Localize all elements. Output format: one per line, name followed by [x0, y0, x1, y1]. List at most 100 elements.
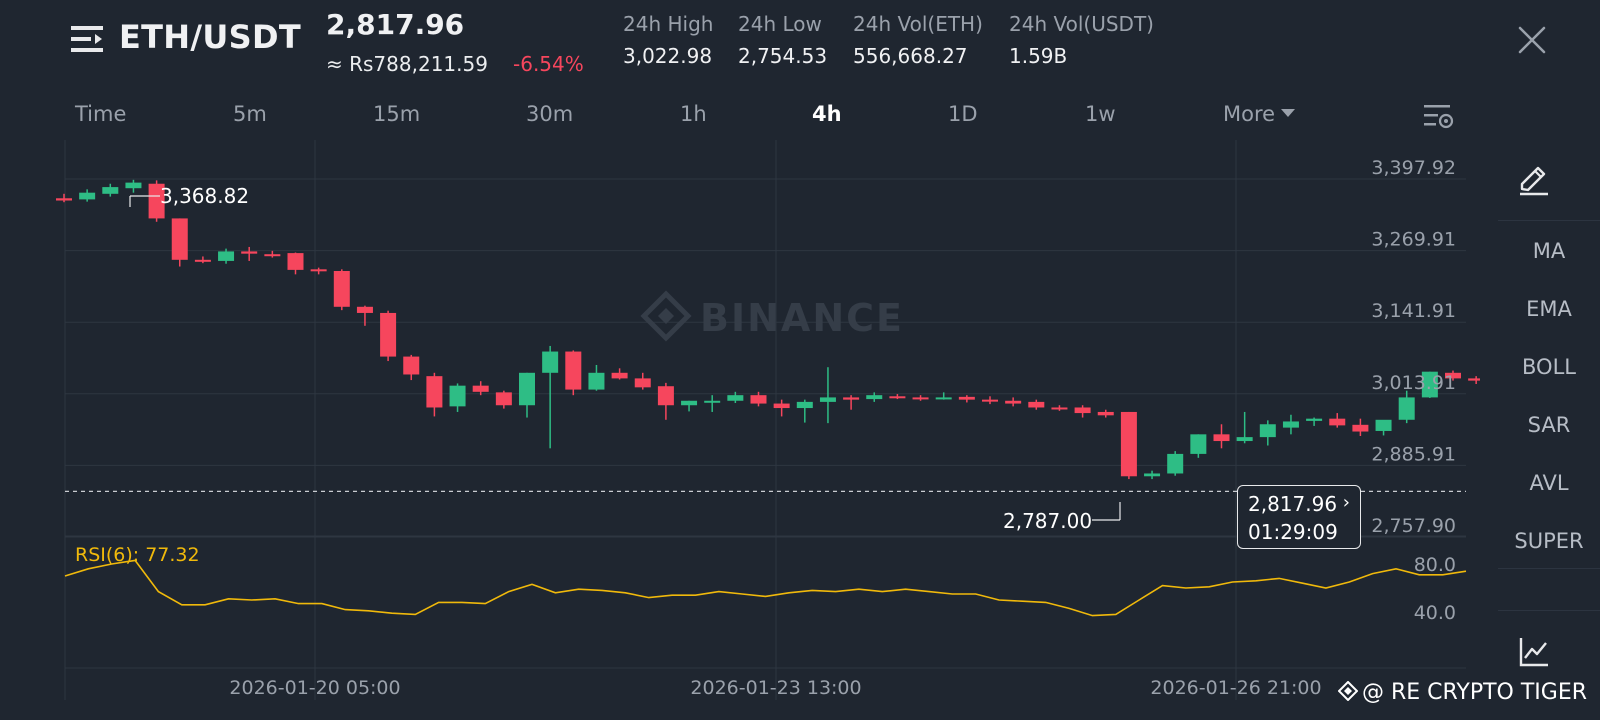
candle-body [495, 392, 512, 406]
price-chart[interactable]: BINANCE 3,368.82 2,787.00 3,397.92 3,269.… [0, 140, 1480, 700]
stat-label: 24h Vol(ETH) [853, 12, 983, 36]
stat-label: 24h Low [738, 12, 822, 36]
candle-body [380, 312, 397, 357]
candle-body [148, 183, 165, 219]
tab-more-label: More [1223, 102, 1276, 126]
candle-countdown: 01:29:09 [1248, 520, 1338, 544]
candle-body [125, 182, 142, 189]
candle-body [194, 259, 211, 262]
candle-body [403, 356, 420, 375]
tab-time[interactable]: Time [75, 102, 127, 126]
tab-5m[interactable]: 5m [233, 102, 267, 126]
indicator-avl[interactable]: AVL [1529, 471, 1569, 495]
tab-15m[interactable]: 15m [373, 102, 421, 126]
candle-body [542, 351, 559, 373]
price-change-percent: -6.54% [513, 52, 584, 76]
price-tick-label: 3,013.91 [1371, 372, 1456, 394]
tab-more[interactable]: More [1223, 102, 1296, 126]
tab-1h[interactable]: 1h [680, 102, 707, 126]
candles-layer [56, 179, 1480, 480]
candle-body [889, 396, 906, 399]
candle-body [1445, 372, 1461, 379]
candle-body [356, 306, 373, 313]
candle-body [1236, 437, 1253, 442]
price-axis: 3,397.92 3,269.91 3,141.91 3,013.91 2,885.91… [1371, 157, 1456, 537]
time-tick-label: 2026-01-20 05:00 [229, 677, 400, 699]
indicator-ma[interactable]: MA [1532, 239, 1566, 263]
candle-body [1213, 434, 1230, 442]
chart-settings-icon[interactable] [1422, 100, 1454, 132]
annotations-layer: 3,368.82 2,787.00 [129, 184, 1121, 533]
candle-body [982, 399, 998, 402]
stat-value: 556,668.27 [853, 44, 968, 68]
indicator-super[interactable]: SUPER [1514, 529, 1584, 553]
price-tick-label: 2,885.91 [1371, 443, 1456, 465]
price-tick-label: 3,141.91 [1371, 300, 1456, 322]
candle-body [1144, 473, 1161, 477]
candle-body [1028, 401, 1045, 408]
stat-label: 24h Vol(USDT) [1009, 12, 1154, 36]
line-chart-icon[interactable] [1516, 634, 1552, 670]
rsi-line [64, 559, 1467, 617]
panel-divider [1498, 610, 1600, 611]
pencil-icon[interactable] [1516, 162, 1552, 198]
fiat-price: ≈ Rs788,211.59 [326, 52, 488, 76]
indicator-sar[interactable]: SAR [1527, 413, 1571, 437]
current-price-value: 2,817.96 [1248, 492, 1338, 516]
chevron-right-icon: › [1342, 492, 1350, 513]
candle-body [1398, 397, 1415, 420]
current-price-tag[interactable]: 2,817.96 › 01:29:09 [1237, 485, 1361, 549]
candle-body [264, 254, 281, 257]
candle-body [472, 385, 489, 392]
candle-body [1190, 434, 1207, 454]
time-axis: 2026-01-20 05:00 2026-01-23 13:00 2026-01-… [229, 677, 1321, 699]
candle-body [588, 372, 605, 390]
time-tick-label: 2026-01-23 13:00 [690, 677, 861, 699]
candle-body [241, 251, 258, 254]
stat-label: 24h High [623, 12, 714, 36]
price-tick-label: 2,757.90 [1371, 515, 1456, 537]
high-price-label: 3,368.82 [160, 184, 249, 208]
low-price-label: 2,787.00 [1003, 509, 1092, 533]
chart-grid [64, 140, 1466, 700]
candle-body [819, 397, 836, 402]
stat-value: 2,754.53 [738, 44, 828, 68]
stat-24h-low: 24h Low 2,754.53 [738, 12, 827, 68]
panel-divider [1498, 220, 1600, 221]
indicator-boll[interactable]: BOLL [1522, 355, 1576, 379]
indicator-ema[interactable]: EMA [1526, 297, 1572, 321]
candle-body [704, 400, 721, 403]
candle-body [565, 351, 582, 390]
candle-body [310, 269, 327, 272]
stat-value: 1.59B [1009, 44, 1068, 68]
rsi-tick-label: 80.0 [1414, 554, 1456, 576]
candle-body [102, 187, 119, 194]
tab-1d[interactable]: 1D [948, 102, 978, 126]
candle-body [657, 386, 674, 406]
tab-1w[interactable]: 1w [1085, 102, 1116, 126]
menu-icon[interactable] [71, 24, 103, 54]
binance-watermark: BINANCE [640, 290, 902, 342]
caret-down-icon [1281, 109, 1296, 117]
candle-body [218, 251, 235, 261]
candle-body [1421, 371, 1438, 398]
candle-body [634, 378, 651, 388]
candle-body [1074, 407, 1091, 414]
candle-body [79, 192, 96, 200]
trading-pair[interactable]: ETH/USDT [119, 18, 301, 56]
tab-30m[interactable]: 30m [526, 102, 574, 126]
candle-body [935, 397, 952, 400]
candle-body [1120, 411, 1137, 477]
tab-4h[interactable]: 4h [812, 102, 842, 126]
candle-body [449, 385, 466, 407]
market-header: ETH/USDT 2,817.96 ≈ Rs788,211.59 -6.54% … [0, 0, 1600, 92]
candle-body [56, 198, 72, 201]
candle-body [1282, 421, 1299, 428]
stat-value: 3,022.98 [623, 44, 713, 68]
interval-tabs: Time 5m 15m 30m 1h 4h 1D 1w More [0, 96, 1600, 138]
close-icon[interactable] [1512, 20, 1552, 60]
stat-24h-vol-eth: 24h Vol(ETH) 556,668.27 [853, 12, 983, 68]
candle-body [1259, 424, 1276, 438]
binance-logo-icon [1338, 681, 1358, 701]
candle-body [727, 395, 744, 401]
